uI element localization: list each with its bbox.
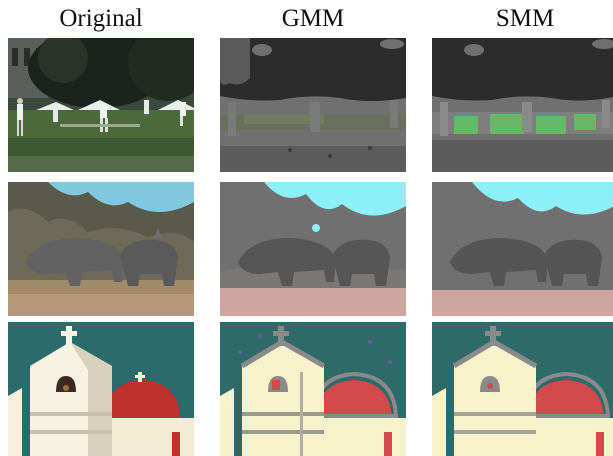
cricket-smm-segmentation — [432, 38, 613, 172]
church-smm-segmentation — [432, 322, 613, 456]
cricket-gmm-segmentation — [220, 38, 406, 172]
column-title-gmm: GMM — [281, 5, 345, 32]
church-original-image — [8, 322, 194, 456]
rhinos-smm-segmentation — [432, 182, 613, 316]
column-title-smm: SMM — [495, 5, 555, 32]
rhinos-original-image — [8, 182, 194, 316]
cricket-original-image — [8, 38, 194, 172]
column-title-original: Original — [59, 5, 143, 32]
church-gmm-segmentation — [220, 322, 406, 456]
rhinos-gmm-segmentation — [220, 182, 406, 316]
